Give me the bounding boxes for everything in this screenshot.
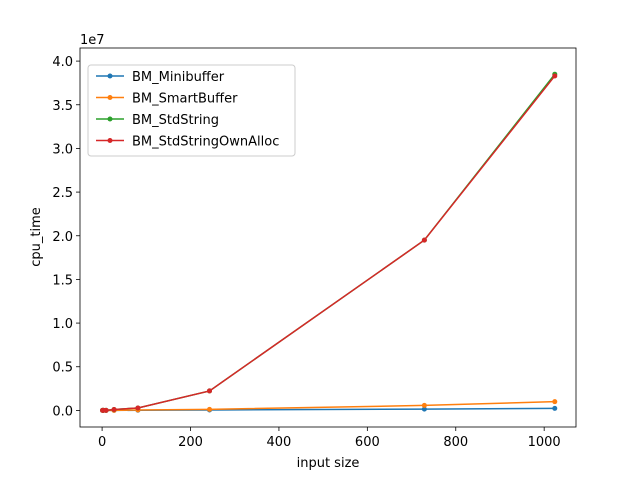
y-tick-label: 2.5 <box>52 186 73 201</box>
x-tick-label: 600 <box>355 435 380 450</box>
y-tick-label: 3.0 <box>52 142 73 157</box>
data-point <box>552 73 558 79</box>
y-tick-label: 4.0 <box>52 55 73 70</box>
legend-marker <box>107 138 113 143</box>
legend-label: BM_StdStringOwnAlloc <box>132 135 279 150</box>
data-point <box>421 237 427 243</box>
legend-label: BM_StdString <box>132 113 219 128</box>
x-tick-label: 0 <box>98 435 106 450</box>
legend-box <box>87 64 296 157</box>
x-tick-label: 800 <box>443 435 468 450</box>
x-tick-label: 400 <box>267 435 292 450</box>
y-tick-label: 0.5 <box>52 361 73 376</box>
legend-label: BM_Minibuffer <box>132 70 225 85</box>
x-tick-label: 200 <box>178 435 203 450</box>
data-point <box>552 405 558 411</box>
data-point <box>111 407 117 413</box>
data-point <box>103 407 109 413</box>
data-point <box>421 402 427 408</box>
data-point <box>421 406 427 412</box>
y-offset-label: 1e7 <box>80 33 105 48</box>
y-tick-label: 1.0 <box>52 317 73 332</box>
legend-marker <box>107 95 113 100</box>
y-tick-label: 2.0 <box>52 230 73 245</box>
x-axis-label: input size <box>297 456 360 471</box>
y-tick-label: 0.0 <box>52 404 73 419</box>
legend-marker <box>107 116 113 122</box>
y-tick-label: 1.5 <box>52 273 73 288</box>
x-tick-label: 1000 <box>528 435 561 450</box>
data-point <box>207 388 213 394</box>
y-tick-label: 3.5 <box>52 99 73 114</box>
y-axis-label: cpu_time <box>29 207 44 267</box>
legend-marker <box>107 73 113 79</box>
data-point <box>135 405 141 411</box>
plot-frame <box>79 47 577 428</box>
data-point <box>207 406 213 412</box>
legend: BM_Minibuffer BM_SmartBuffer BM_StdString B… <box>87 64 296 157</box>
legend-label: BM_SmartBuffer <box>132 92 238 107</box>
data-point <box>552 399 558 405</box>
